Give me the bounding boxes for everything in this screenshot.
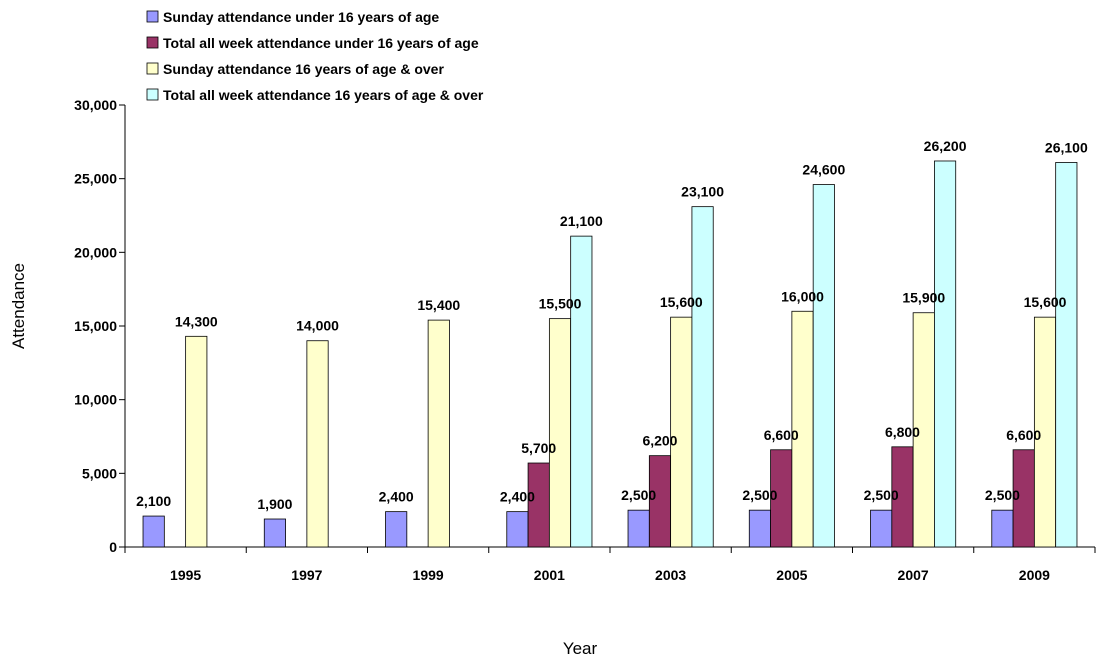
y-tick-label: 10,000 xyxy=(74,392,117,408)
data-label: 2,500 xyxy=(742,487,777,503)
legend: Sunday attendance under 16 years of age T… xyxy=(146,9,484,103)
data-label: 2,500 xyxy=(621,487,656,503)
bar xyxy=(870,509,893,548)
y-tick-label: 20,000 xyxy=(74,244,117,260)
bar xyxy=(506,511,529,548)
x-axis: 1995 1997 1999 2001 2003 2005 2007 2009 xyxy=(124,546,1096,583)
bar xyxy=(185,335,208,548)
data-label: 16,000 xyxy=(781,288,824,304)
x-tick-label: 2001 xyxy=(534,567,565,583)
y-tick-label: 0 xyxy=(109,539,117,555)
data-label: 15,900 xyxy=(902,290,945,306)
bar xyxy=(306,340,329,548)
y-tick-label: 5,000 xyxy=(82,465,117,481)
data-label: 26,200 xyxy=(924,138,967,154)
legend-swatch xyxy=(146,10,159,23)
legend-label: Total all week attendance under 16 years… xyxy=(163,35,479,51)
bar xyxy=(385,511,408,548)
legend-swatch xyxy=(146,62,159,75)
data-label: 6,800 xyxy=(885,424,920,440)
data-label: 15,500 xyxy=(539,296,582,312)
data-label: 26,100 xyxy=(1045,139,1088,155)
data-label: 2,400 xyxy=(379,489,414,505)
data-label: 15,600 xyxy=(660,294,703,310)
data-label: 2,500 xyxy=(864,487,899,503)
data-label: 1,900 xyxy=(257,496,292,512)
data-label: 2,500 xyxy=(985,487,1020,503)
x-tick-label: 2007 xyxy=(898,567,929,583)
y-tick-label: 15,000 xyxy=(74,318,117,334)
bar xyxy=(527,462,550,548)
bar xyxy=(991,509,1014,548)
data-label: 2,400 xyxy=(500,489,535,505)
bar xyxy=(934,160,957,548)
bar xyxy=(427,319,450,548)
x-axis-title: Year xyxy=(563,639,598,658)
bar xyxy=(570,235,593,548)
y-axis-title: Attendance xyxy=(9,263,28,349)
data-label: 15,400 xyxy=(417,297,460,313)
data-labels: 2,100 14,300 1,900 14,000 2,400 15,400 2,400 5,… xyxy=(136,138,1088,512)
bar xyxy=(691,206,714,548)
legend-swatch xyxy=(146,36,159,49)
legend-label: Sunday attendance 16 years of age & over xyxy=(163,61,444,77)
x-tick-label: 2005 xyxy=(776,567,807,583)
data-label: 24,600 xyxy=(802,162,845,178)
data-label: 21,100 xyxy=(560,213,603,229)
legend-label: Total all week attendance 16 years of ag… xyxy=(163,87,484,103)
bar xyxy=(263,518,286,548)
bar xyxy=(748,509,771,548)
data-label: 14,000 xyxy=(296,318,339,334)
data-label: 6,600 xyxy=(1006,427,1041,443)
bar xyxy=(627,509,650,548)
x-tick-label: 1997 xyxy=(291,567,322,583)
bar xyxy=(1055,162,1078,548)
bar xyxy=(548,318,572,548)
legend-swatch xyxy=(146,88,159,101)
y-axis: 0 5,000 10,000 15,000 20,000 25,000 30,000 xyxy=(74,97,126,555)
data-label: 23,100 xyxy=(681,184,724,200)
data-label: 6,600 xyxy=(764,427,799,443)
data-label: 15,600 xyxy=(1024,294,1067,310)
data-label: 6,200 xyxy=(642,433,677,449)
data-label: 5,700 xyxy=(521,440,556,456)
bar xyxy=(812,184,835,548)
x-tick-label: 2009 xyxy=(1019,567,1050,583)
legend-label: Sunday attendance under 16 years of age xyxy=(163,9,439,25)
y-tick-label: 30,000 xyxy=(74,97,117,113)
x-tick-label: 2003 xyxy=(655,567,686,583)
bars xyxy=(142,160,1078,548)
data-label: 2,100 xyxy=(136,493,171,509)
y-tick-label: 25,000 xyxy=(74,171,117,187)
x-tick-label: 1999 xyxy=(413,567,444,583)
x-tick-label: 1995 xyxy=(170,567,201,583)
bar xyxy=(142,515,165,548)
data-label: 14,300 xyxy=(175,313,218,329)
